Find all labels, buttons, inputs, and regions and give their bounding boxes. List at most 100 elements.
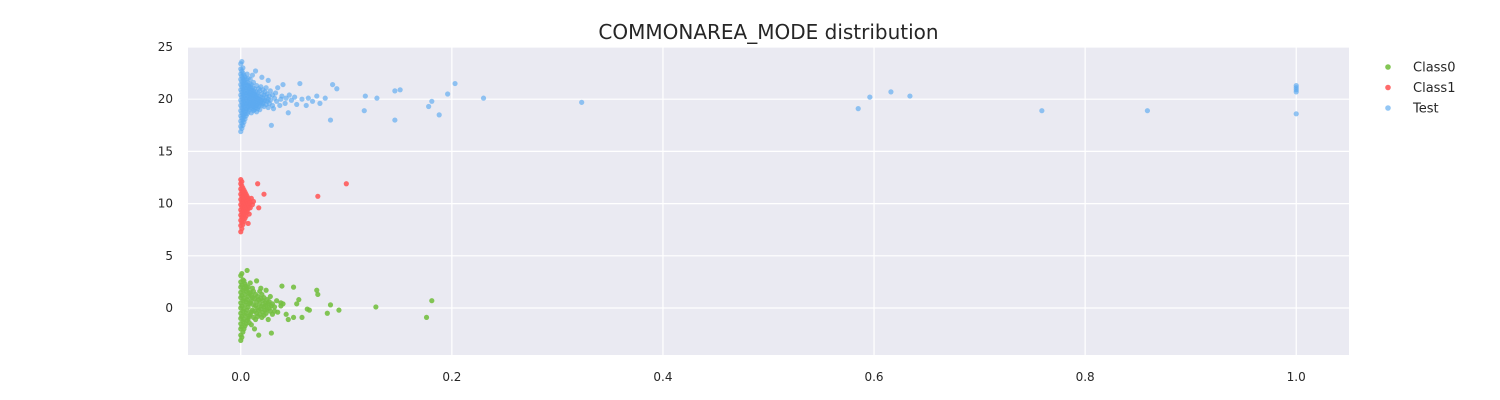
y-tick-label: 5 [165, 249, 173, 263]
data-point [249, 72, 255, 78]
y-tick-label: 0 [165, 301, 173, 315]
x-tick-label: 0.2 [442, 370, 461, 384]
data-point [247, 280, 253, 286]
data-point [250, 79, 257, 86]
data-point [336, 307, 342, 313]
x-tick-label: 0.0 [231, 370, 250, 384]
data-point [1039, 108, 1045, 114]
data-point [445, 91, 451, 97]
data-point [263, 310, 269, 316]
data-point [244, 71, 250, 77]
grid-lines [188, 46, 1349, 355]
data-point [247, 76, 253, 82]
data-point [292, 94, 298, 100]
data-point [274, 298, 280, 304]
data-point [263, 85, 269, 91]
data-point [258, 285, 264, 291]
data-point [265, 77, 271, 84]
data-point [270, 106, 277, 112]
data-point [285, 316, 291, 323]
data-point [290, 314, 297, 321]
y-axis-ticks: 0 5 10 15 20 25 [158, 40, 173, 315]
data-point [327, 117, 334, 123]
data-point [855, 106, 861, 112]
data-point [256, 205, 262, 211]
data-point [1293, 83, 1299, 89]
data-point [423, 314, 430, 321]
data-point [426, 103, 432, 110]
data-point [259, 74, 265, 80]
data-point [314, 287, 320, 293]
data-point [252, 68, 259, 74]
data-point [305, 95, 311, 101]
data-point [294, 301, 300, 307]
data-point [452, 80, 458, 87]
data-point [867, 94, 873, 100]
data-point [392, 117, 398, 123]
data-points [238, 59, 1299, 343]
data-point [245, 220, 251, 227]
data-point [1144, 108, 1151, 114]
legend-marker [1385, 105, 1391, 111]
data-point [306, 307, 312, 313]
data-point [282, 100, 288, 106]
data-point [397, 87, 403, 93]
data-point [240, 65, 246, 71]
data-point [374, 95, 380, 101]
data-point [244, 267, 250, 274]
x-tick-label: 1.0 [1287, 370, 1306, 384]
data-point [362, 93, 368, 99]
series-test [238, 59, 1299, 135]
data-point [373, 304, 379, 310]
data-point [294, 101, 300, 108]
data-point [280, 81, 286, 88]
data-point [343, 181, 349, 187]
data-point [330, 81, 336, 88]
legend-marker [1385, 84, 1391, 91]
series-class0 [238, 267, 435, 343]
plot-area [188, 47, 1349, 355]
data-point [274, 98, 280, 104]
data-point [239, 179, 245, 185]
x-tick-label: 0.6 [864, 370, 883, 384]
legend-label: Class1 [1413, 81, 1455, 96]
data-point [283, 95, 289, 101]
y-tick-label: 20 [158, 92, 173, 106]
data-point [317, 100, 323, 106]
x-tick-label: 0.8 [1076, 370, 1095, 384]
data-point [268, 330, 274, 336]
data-point [248, 322, 254, 328]
data-point [245, 284, 251, 290]
data-point [285, 110, 291, 116]
data-point [267, 88, 273, 94]
data-point [273, 90, 279, 96]
data-point [480, 95, 487, 101]
data-point [1293, 111, 1299, 117]
data-point [322, 95, 328, 101]
data-point [263, 287, 269, 293]
data-point [888, 89, 894, 95]
data-point [297, 80, 303, 87]
data-point [315, 291, 321, 298]
x-axis-ticks: 0.0 0.2 0.4 0.6 0.8 1.0 [231, 370, 1306, 384]
data-point [429, 98, 435, 104]
data-point [271, 304, 278, 310]
data-point [277, 102, 283, 109]
data-point [296, 297, 302, 303]
data-point [314, 93, 320, 99]
y-tick-label: 15 [158, 144, 173, 158]
data-point [275, 85, 281, 91]
data-point [265, 316, 271, 323]
data-point [275, 309, 281, 315]
data-point [239, 334, 245, 340]
data-point [288, 97, 295, 103]
data-point [267, 293, 273, 300]
data-point [254, 278, 260, 284]
data-point [239, 226, 245, 232]
legend-marker [1385, 64, 1391, 70]
data-point [303, 102, 309, 109]
data-point [279, 283, 285, 289]
data-point [250, 198, 257, 205]
y-tick-label: 25 [158, 40, 173, 54]
